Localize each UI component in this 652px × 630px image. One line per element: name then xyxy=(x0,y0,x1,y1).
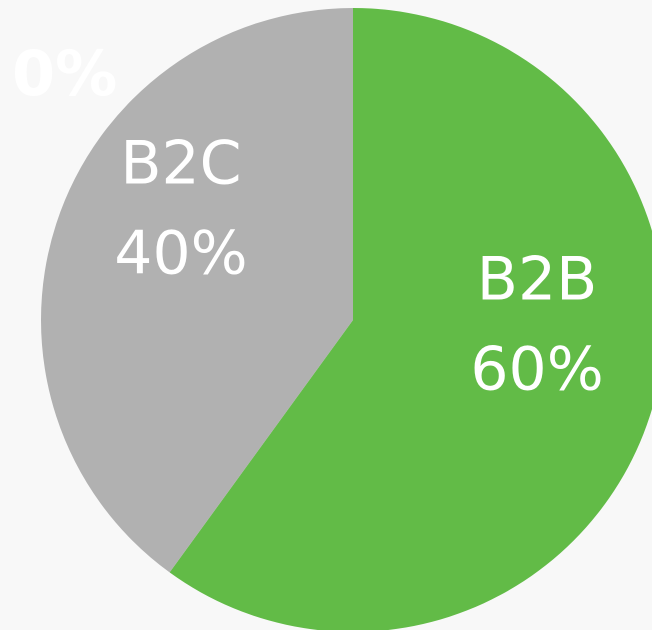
pie-slice xyxy=(169,8,652,630)
slice-value-label: 40% xyxy=(114,219,247,289)
slice-category-label: B2B xyxy=(477,244,598,314)
slice-category-label: B2C xyxy=(120,129,241,199)
annotation: 0% xyxy=(12,37,117,110)
pie-slice xyxy=(40,8,354,573)
slice-value-label: 60% xyxy=(470,334,603,404)
